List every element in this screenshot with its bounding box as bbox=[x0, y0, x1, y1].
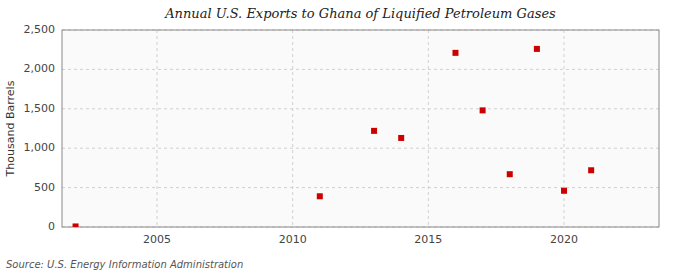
y-tick-label: 0 bbox=[48, 220, 55, 233]
plot-background bbox=[62, 30, 659, 227]
x-grid-line bbox=[564, 30, 565, 227]
y-tick-label: 2,500 bbox=[24, 23, 56, 36]
x-tick-label: 2010 bbox=[279, 233, 307, 246]
point bbox=[588, 167, 594, 173]
y-grid-line bbox=[62, 108, 659, 109]
point bbox=[73, 223, 79, 227]
y-grid-line bbox=[62, 187, 659, 188]
x-tick-label: 2015 bbox=[414, 233, 442, 246]
chart-container: 0 500 1,000 1,500 2,000 2,500 2005 2010 2015 2020… bbox=[0, 0, 675, 275]
x-tick-label: 2020 bbox=[550, 233, 578, 246]
y-axis-label: Thousand Barrels bbox=[4, 80, 17, 177]
y-grid-line bbox=[62, 148, 659, 149]
x-grid-line bbox=[428, 30, 429, 227]
title: Annual U.S. Exports to Ghana of Liquifie… bbox=[164, 6, 556, 21]
x-grid-line bbox=[156, 30, 157, 227]
point bbox=[507, 171, 513, 177]
plot-frame bbox=[62, 30, 659, 227]
y-tick-label: 500 bbox=[34, 181, 55, 194]
chart-svg: 0 500 1,000 1,500 2,000 2,500 2005 2010 2015 2020… bbox=[0, 0, 675, 275]
point bbox=[317, 193, 323, 199]
points bbox=[73, 46, 595, 227]
axes: 0 500 1,000 1,500 2,000 2,500 2005 2010 2015 2020 bbox=[24, 23, 660, 246]
y-tick-label: 2,000 bbox=[24, 62, 56, 75]
point bbox=[452, 50, 458, 56]
point bbox=[398, 135, 404, 141]
y-tick-label: 1,000 bbox=[24, 141, 56, 154]
y-grid-line bbox=[62, 69, 659, 70]
x-tick-label: 2005 bbox=[143, 233, 171, 246]
x-grid-line bbox=[292, 30, 293, 227]
y-tick-label: 1,500 bbox=[24, 102, 56, 115]
point bbox=[534, 46, 540, 52]
point bbox=[480, 107, 486, 113]
point bbox=[371, 128, 377, 134]
source-note: Source: U.S. Energy Information Administ… bbox=[6, 259, 243, 270]
point bbox=[561, 188, 567, 194]
grid bbox=[62, 30, 659, 227]
